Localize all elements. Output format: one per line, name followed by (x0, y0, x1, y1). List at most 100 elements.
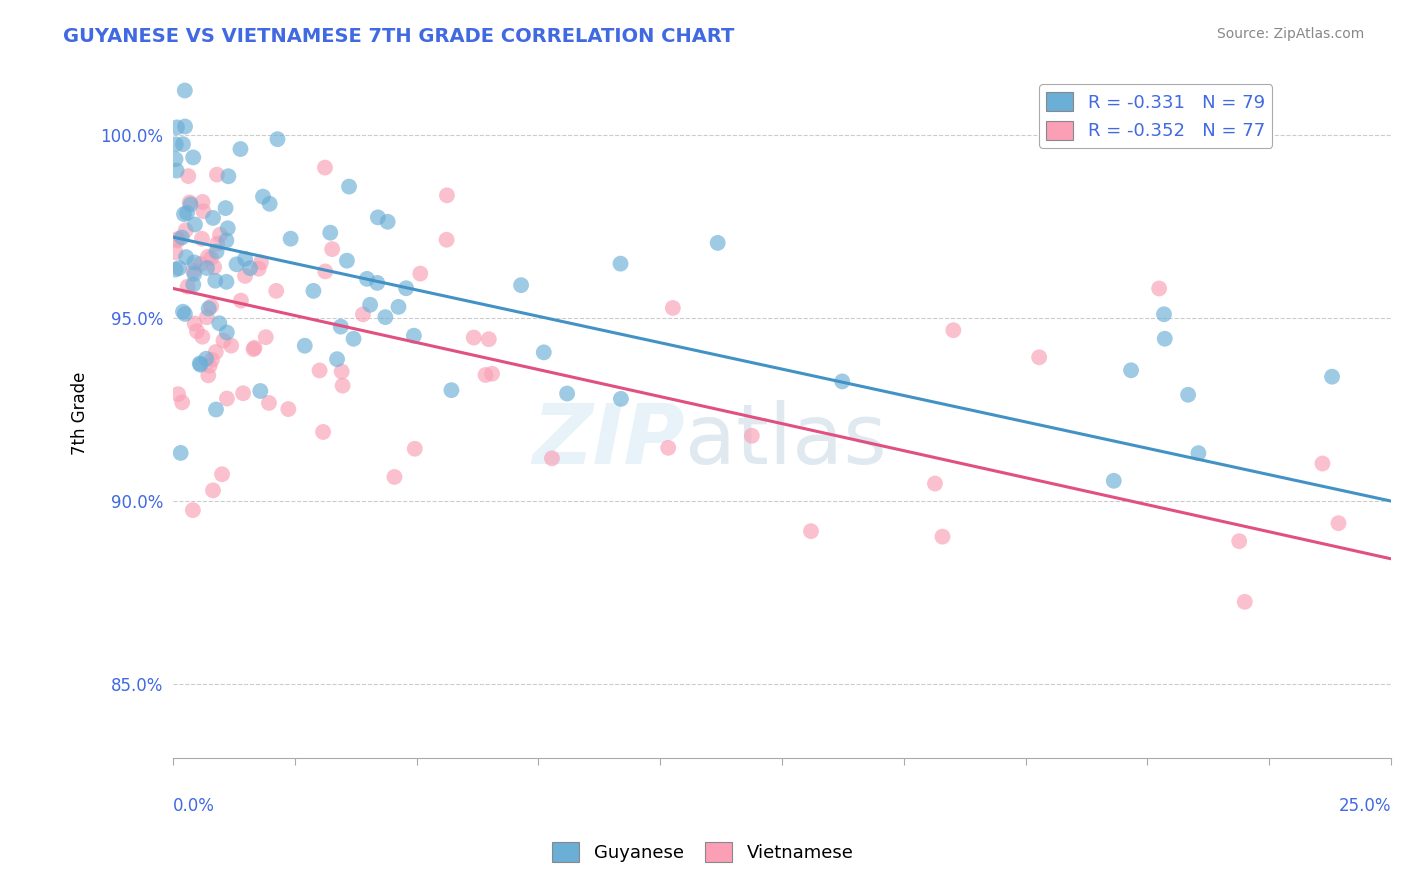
Point (314, 161, 336, 175)
Point (741, 429, 763, 443)
Point (179, 195, 201, 210)
Point (326, 352, 349, 367)
Point (211, 467, 233, 482)
Point (352, 307, 374, 321)
Point (217, 169, 239, 184)
Text: 0.0%: 0.0% (173, 797, 215, 814)
Point (219, 338, 242, 352)
Point (174, 120, 197, 134)
Point (264, 284, 287, 298)
Point (173, 207, 195, 221)
Point (312, 425, 335, 439)
Point (191, 194, 214, 209)
Point (174, 307, 197, 321)
Point (377, 215, 399, 229)
Point (243, 341, 266, 355)
Point (1187, 446, 1209, 460)
Point (280, 232, 302, 246)
Point (404, 442, 426, 456)
Point (387, 300, 409, 314)
Point (1147, 281, 1170, 295)
Point (174, 250, 197, 264)
Point (200, 251, 222, 265)
Point (183, 267, 205, 281)
Point (481, 367, 503, 381)
Point (706, 235, 728, 250)
Point (197, 250, 219, 264)
Point (215, 326, 238, 340)
Point (165, 245, 187, 260)
Point (180, 197, 202, 211)
Point (232, 386, 254, 401)
Point (1177, 388, 1199, 402)
Point (212, 334, 235, 348)
Point (208, 316, 231, 330)
Text: atlas: atlas (685, 401, 886, 481)
Point (555, 386, 578, 401)
Point (198, 359, 221, 373)
Text: 25.0%: 25.0% (1339, 797, 1391, 814)
Point (215, 275, 238, 289)
Point (541, 451, 564, 466)
Point (356, 272, 378, 286)
Point (402, 328, 425, 343)
Point (1227, 534, 1250, 549)
Point (183, 264, 205, 278)
Point (1327, 516, 1350, 531)
Point (1028, 351, 1050, 365)
Point (1153, 332, 1175, 346)
Point (359, 298, 381, 312)
Point (191, 232, 214, 246)
Point (202, 211, 225, 225)
Point (166, 234, 188, 248)
Point (478, 332, 501, 346)
Point (201, 352, 224, 367)
Point (436, 233, 458, 247)
Point (205, 168, 228, 182)
Point (277, 402, 299, 417)
Point (195, 260, 218, 275)
Text: GUYANESE VS VIETNAMESE 7TH GRADE CORRELATION CHART: GUYANESE VS VIETNAMESE 7TH GRADE CORRELA… (63, 27, 735, 45)
Point (181, 277, 204, 292)
Point (302, 284, 325, 298)
Point (172, 304, 194, 318)
Point (259, 196, 281, 211)
Point (1102, 474, 1125, 488)
Point (215, 392, 238, 406)
Point (510, 278, 533, 293)
Legend: R = -0.331   N = 79, R = -0.352   N = 77: R = -0.331 N = 79, R = -0.352 N = 77 (1039, 85, 1272, 148)
Point (266, 132, 288, 146)
Point (395, 281, 418, 295)
Point (831, 375, 853, 389)
Point (247, 261, 270, 276)
Y-axis label: 7th Grade: 7th Grade (72, 371, 89, 455)
Point (202, 260, 225, 274)
Point (225, 257, 247, 271)
Point (177, 169, 200, 183)
Point (1153, 307, 1175, 321)
Point (440, 383, 463, 397)
Point (1233, 595, 1256, 609)
Point (204, 345, 226, 359)
Point (167, 387, 190, 401)
Point (314, 264, 336, 278)
Point (1320, 369, 1343, 384)
Point (173, 83, 195, 97)
Point (533, 345, 555, 359)
Point (197, 368, 219, 383)
Point (336, 253, 359, 268)
Point (166, 232, 188, 246)
Point (200, 299, 222, 313)
Point (229, 293, 252, 308)
Point (374, 310, 396, 325)
Point (172, 137, 194, 152)
Point (332, 378, 354, 392)
Point (342, 332, 364, 346)
Point (165, 137, 187, 152)
Point (252, 189, 274, 203)
Point (254, 330, 277, 344)
Text: ZIP: ZIP (531, 401, 685, 481)
Point (165, 262, 187, 277)
Point (167, 261, 190, 276)
Point (197, 301, 219, 316)
